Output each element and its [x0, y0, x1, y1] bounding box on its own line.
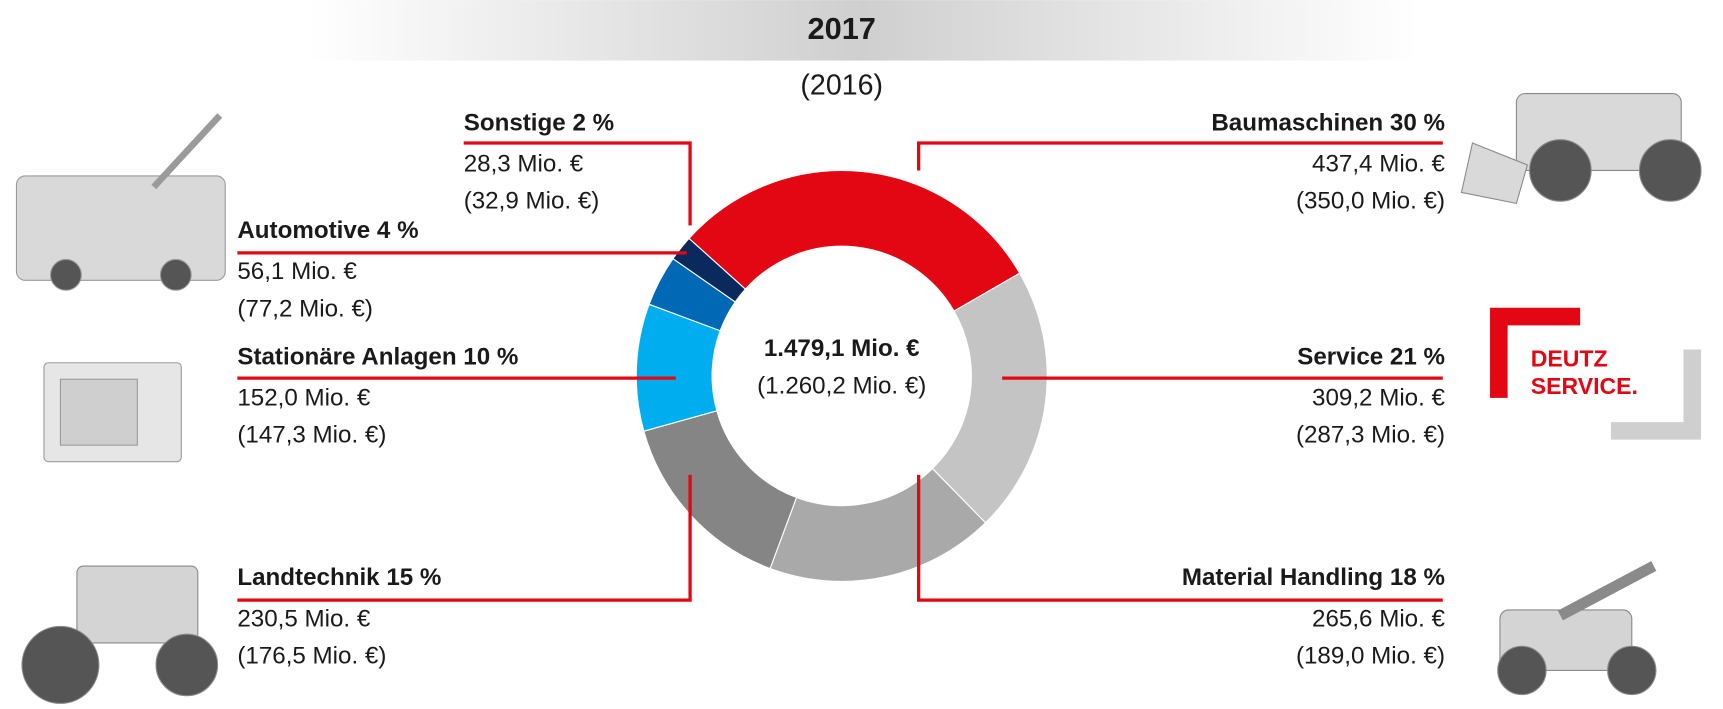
value-label: 18 % [1390, 565, 1445, 592]
leader-line [916, 474, 1443, 602]
revenue-label: 28,3 Mio. € [464, 150, 584, 177]
machine-image [43, 362, 182, 463]
segment-label: Automotive 4 % [237, 217, 418, 244]
prior-revenue-label: (32,9 Mio. €) [464, 188, 600, 215]
machine-image [1460, 92, 1702, 205]
logo: DEUTZ SERVICE. [1490, 307, 1702, 440]
prior-revenue-label: (77,2 Mio. €) [237, 295, 373, 322]
leader-line [237, 474, 692, 602]
value-label: 21 % [1390, 344, 1445, 371]
revenue-label: 265,6 Mio. € [1312, 605, 1446, 632]
segment-label: Service 21 % [1297, 344, 1445, 371]
prior-revenue-label: (287,3 Mio. €) [1296, 422, 1445, 449]
machine-image [15, 113, 226, 291]
center-sublabel: (1.260,2 Mio. €) [757, 372, 926, 399]
prior-revenue-label: (147,3 Mio. €) [237, 422, 386, 449]
chart-subtitle: (2016) [800, 69, 883, 101]
value-label: 15 % [386, 565, 441, 592]
segment-label: Stationäre Anlagen 10 % [237, 344, 518, 371]
revenue-label: 437,4 Mio. € [1312, 150, 1446, 177]
revenue-label: 309,2 Mio. € [1312, 384, 1446, 411]
category-name: Stationäre Anlagen [237, 344, 456, 371]
logo-mark [1490, 307, 1581, 398]
category-name: Service [1297, 344, 1383, 371]
segment-label: Landtechnik 15 % [237, 565, 441, 592]
donut-segment [688, 169, 1021, 312]
segment-label: Baumaschinen 30 % [1211, 110, 1445, 137]
prior-revenue-label: (189,0 Mio. €) [1296, 643, 1445, 670]
logo-text: SERVICE. [1531, 373, 1638, 399]
donut-segment [643, 410, 798, 570]
logo-mark [1610, 349, 1702, 440]
leader-line [463, 141, 692, 226]
category-name: Material Handling [1182, 565, 1383, 592]
prior-revenue-label: (350,0 Mio. €) [1296, 188, 1445, 215]
prior-revenue-label: (176,5 Mio. €) [237, 643, 386, 670]
revenue-label: 152,0 Mio. € [237, 384, 371, 411]
category-name: Baumaschinen [1211, 110, 1383, 137]
category-name: Landtechnik [237, 565, 380, 592]
value-label: 2 % [572, 110, 614, 137]
machine-image [21, 565, 219, 704]
value-label: 4 % [377, 217, 419, 244]
donut [635, 169, 1048, 582]
segment-label: Sonstige 2 % [464, 110, 614, 137]
title-band [307, 0, 1418, 61]
category-name: Automotive [237, 217, 370, 244]
labels: Baumaschinen 30 % 437,4 Mio. € (350,0 Mio.… [237, 110, 1445, 670]
segment-label: Material Handling 18 % [1182, 565, 1445, 592]
leader-line [916, 141, 1443, 171]
center-label: 1.479,1 Mio. € [764, 335, 920, 362]
value-label: 10 % [463, 344, 518, 371]
donut-segment [931, 272, 1048, 524]
logo-text: DEUTZ [1531, 346, 1608, 372]
chart-title: 2017 [808, 11, 876, 46]
value-label: 30 % [1390, 110, 1445, 137]
revenue-label: 230,5 Mio. € [237, 605, 371, 632]
machine-image [1497, 561, 1657, 696]
revenue-label: 56,1 Mio. € [237, 258, 357, 285]
category-name: Sonstige [464, 110, 566, 137]
